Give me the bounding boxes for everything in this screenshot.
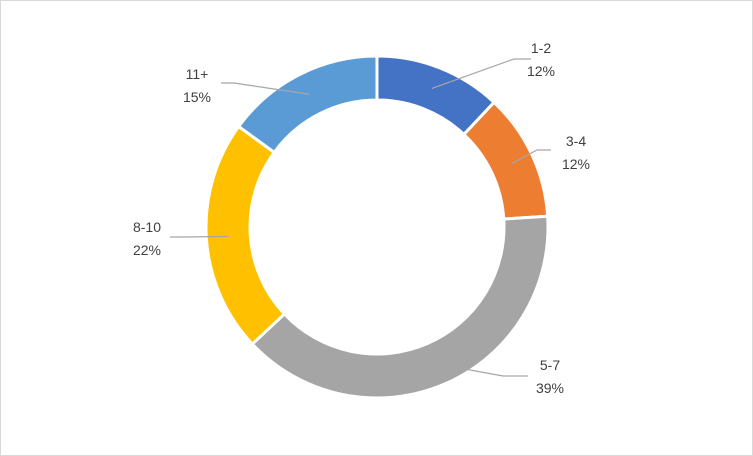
slice-percent-11plus: 15%: [183, 89, 211, 105]
donut-slice-11plus: [236, 54, 379, 155]
donut-slice-8-10: [204, 124, 287, 347]
slice-label-3-4: 3-4: [566, 133, 586, 149]
slice-label-5-7: 5-7: [540, 357, 560, 373]
donut-slice-5-7: [250, 214, 550, 400]
leader-line-5-7: [436, 363, 528, 377]
leader-lines-layer: [170, 58, 551, 377]
labels-layer: 1-2 12% 3-4 12% 5-7 39% 8-10 22% 11+ 15%: [133, 40, 590, 396]
leader-line-3-4: [511, 149, 551, 165]
slice-percent-3-4: 12%: [562, 156, 590, 172]
leader-line-11plus: [221, 82, 310, 95]
slice-label-1-2: 1-2: [531, 40, 551, 56]
slices-layer: [204, 54, 550, 400]
slice-label-8-10: 8-10: [133, 219, 161, 235]
donut-slice-3-4: [461, 100, 550, 221]
slice-percent-8-10: 22%: [133, 242, 161, 258]
slice-label-11plus: 11+: [186, 66, 209, 82]
leader-line-1-2: [431, 58, 531, 90]
slice-percent-5-7: 39%: [536, 380, 564, 396]
slice-percent-1-2: 12%: [527, 63, 555, 79]
leader-line-8-10: [170, 235, 229, 238]
